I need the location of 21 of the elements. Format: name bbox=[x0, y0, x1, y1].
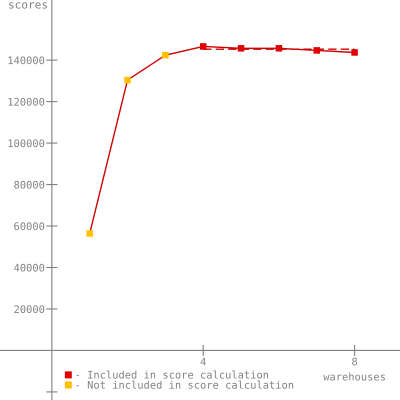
legend-label: - Not included in score calculation bbox=[76, 380, 294, 389]
point bbox=[313, 47, 320, 54]
legend-label: - Included in score calculation bbox=[76, 370, 268, 379]
y-tick-label: 20000 bbox=[14, 305, 44, 314]
y-tick-label: 40000 bbox=[14, 264, 44, 272]
y-tick-label: 120000 bbox=[8, 98, 44, 106]
point bbox=[86, 230, 93, 237]
y-tick-label: 60000 bbox=[14, 222, 44, 230]
x-axis-title: warehouses bbox=[323, 372, 385, 381]
point bbox=[238, 45, 244, 52]
point bbox=[276, 45, 282, 52]
point bbox=[351, 49, 358, 56]
x-tick-label: 8 bbox=[352, 358, 358, 366]
y-tick-label: 140000 bbox=[8, 56, 44, 64]
point bbox=[162, 52, 169, 58]
y-tick-label: 80000 bbox=[14, 180, 44, 189]
point bbox=[124, 76, 131, 84]
y-axis-title: scores bbox=[9, 2, 47, 9]
y-tick-label: 100000 bbox=[8, 139, 44, 148]
point bbox=[200, 43, 206, 50]
x-tick-label: 4 bbox=[200, 358, 206, 366]
